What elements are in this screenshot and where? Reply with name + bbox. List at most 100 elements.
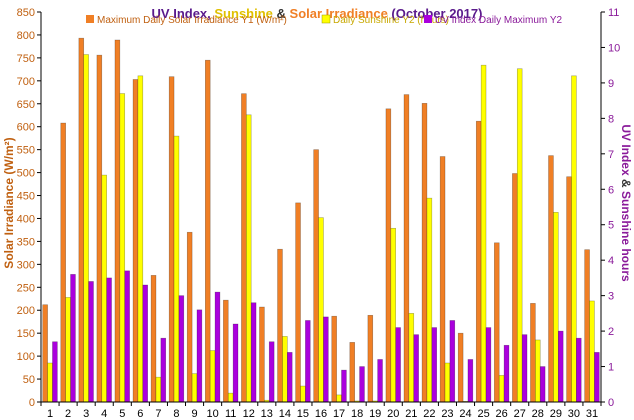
right-tick-label: 2 [608,326,614,338]
uv-bar [395,327,401,403]
uv-bar [485,327,492,403]
sunshine-bar [209,350,216,403]
legend-label-uv: UV Index Daily Maximum Y2 [435,15,563,26]
irradiance-bar [566,176,572,403]
left-tick-label: 300 [17,259,35,271]
title-part-solar: Solar Irradiance [290,6,388,21]
sunshine-bar [155,376,162,403]
left-tick-label: 0 [29,397,35,409]
right-tick-label: 5 [608,220,614,232]
irradiance-bar [150,275,157,403]
uv-bar [413,334,419,403]
sunshine-bar [516,68,523,403]
irradiance-bar [530,303,536,403]
sunshine-bar [408,313,415,403]
right-tick-label: 8 [608,113,614,125]
sunshine-bar [246,114,252,403]
left-tick-label: 600 [17,122,35,134]
left-tick-label: 100 [17,351,35,363]
uv-bar [52,341,58,403]
x-tick-label: 9 [191,408,197,420]
irradiance-bar [186,231,193,403]
sunshine-bar [589,300,595,403]
uv-bar [359,366,365,403]
irradiance-bar [42,304,48,403]
title-part-sep2: & [273,6,290,21]
sunshine-bar [318,217,324,403]
uv-bar [70,274,76,403]
right-tick-label: 1 [608,362,614,374]
sunshine-bar [137,75,144,403]
sunshine-bar [191,373,198,403]
uv-bar [557,330,564,403]
right-tick-label: 9 [608,78,614,90]
uv-bar [341,369,347,403]
uv-bar [305,320,311,403]
irradiance-bar [584,249,590,403]
left-tick-label: 800 [17,30,35,42]
sunshine-bar [444,362,451,403]
x-tick-label: 28 [532,408,544,420]
right-axis-title-sep: & [619,176,633,191]
uv-bar [124,270,130,403]
axes-layer: 0501001502002503003504004505005506006507… [17,7,621,420]
legend-label-irradiance: Maximum Daily Solar Irradiance Y1 (W/m²) [97,15,287,26]
uv-bar [287,352,293,403]
left-axis-title: Solar Irradiance (W/m²) [2,137,16,268]
uv-bar [449,320,456,403]
x-tick-label: 11 [225,408,236,420]
irradiance-bar [259,306,265,403]
irradiance-bar [295,202,301,403]
x-tick-label: 20 [387,408,399,420]
chart-title: UV Index, Sunshine & Solar Irradiance (O… [152,6,483,21]
legend-swatch-irradiance [86,15,94,23]
irradiance-bar [277,248,283,403]
uv-bar [88,281,94,403]
uv-bar [106,277,112,403]
sunshine-bar [282,336,288,403]
irradiance-bar [78,37,85,403]
sunshine-bar [498,375,505,403]
title-part-uv: UV Index [152,6,208,21]
x-tick-label: 17 [333,408,345,420]
title-part-month: (October 2017) [388,6,483,21]
irradiance-bar [168,76,175,403]
sunshine-bar [300,385,306,403]
x-tick-label: 23 [441,408,453,420]
sunshine-bar [480,64,487,403]
left-tick-label: 150 [17,328,35,340]
x-tick-label: 31 [586,408,598,420]
x-tick-label: 24 [459,408,471,420]
uv-bar [467,359,474,403]
irradiance-bar [331,315,337,403]
right-tick-label: 0 [608,397,614,409]
legend-swatch-sunshine [321,14,331,24]
irradiance-bar [512,173,518,403]
irradiance-bar [548,155,554,403]
right-tick-label: 6 [608,184,614,196]
right-axis-title-uv: UV Index [619,124,633,176]
left-tick-label: 750 [17,53,35,65]
irradiance-bar [475,120,482,403]
uv-bar [178,295,185,403]
irradiance-bar [421,103,428,403]
sunshine-bar [336,394,342,403]
irradiance-bar [457,332,464,403]
irradiance-bar [223,299,229,403]
title-part-sunshine: Sunshine [214,6,273,21]
irradiance-bar [96,54,103,403]
x-tick-label: 6 [137,408,143,420]
right-axis-title: UV Index & Sunshine hours [619,124,633,282]
x-tick-label: 15 [297,408,309,420]
sunshine-bar [119,93,126,403]
x-tick-label: 27 [514,408,526,420]
uv-bar [576,337,582,403]
uv-bar [214,291,221,403]
sunshine-bar [65,297,71,403]
left-tick-label: 50 [23,374,35,386]
title-part-sep1: , [207,6,214,21]
x-tick-label: 22 [423,408,435,420]
x-tick-label: 26 [496,408,508,420]
x-tick-label: 2 [65,408,71,420]
